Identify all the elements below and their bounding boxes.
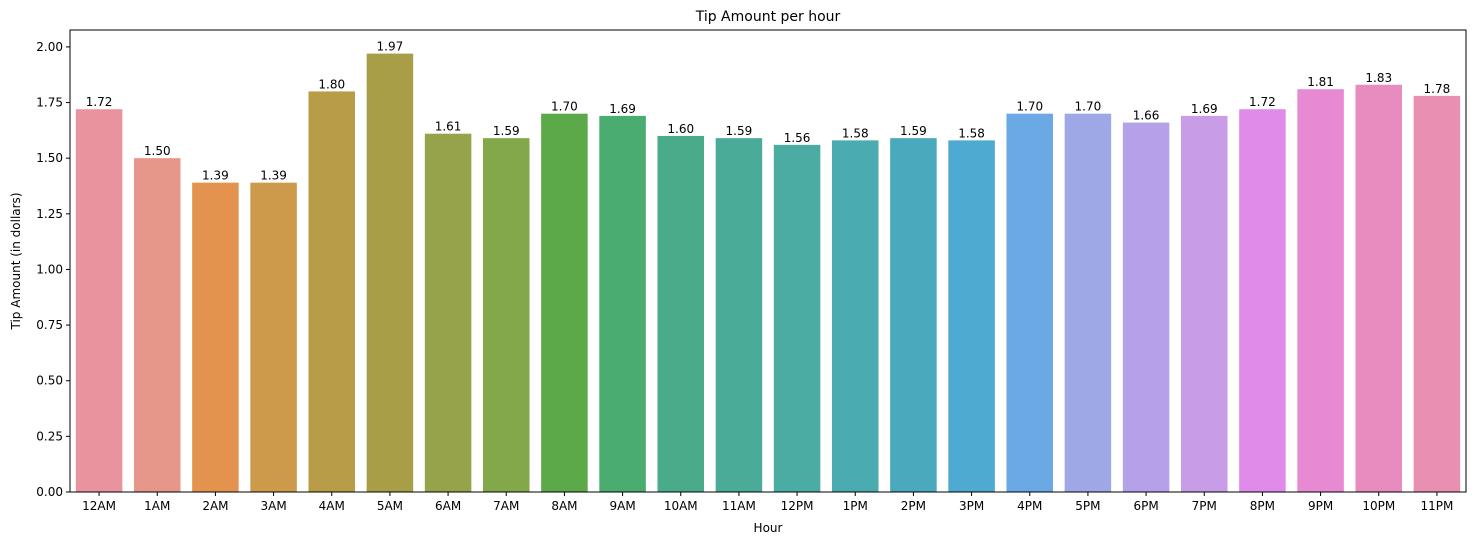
x-tick-label: 5AM bbox=[377, 499, 403, 513]
y-tick-label: 1.50 bbox=[36, 151, 63, 165]
x-tick-label: 1PM bbox=[843, 499, 868, 513]
bar bbox=[366, 53, 414, 493]
x-tick-label: 8AM bbox=[551, 499, 577, 513]
x-tick-label: 7AM bbox=[493, 499, 519, 513]
bar bbox=[948, 140, 995, 492]
bar bbox=[599, 115, 646, 493]
data-label: 1.72 bbox=[86, 95, 113, 109]
x-tick-label: 1AM bbox=[144, 499, 170, 513]
x-axis-label: Hour bbox=[754, 521, 783, 535]
x-tick-label: 8PM bbox=[1250, 499, 1275, 513]
y-tick-label: 1.25 bbox=[36, 207, 63, 221]
data-label: 1.59 bbox=[493, 124, 520, 138]
data-label: 1.59 bbox=[726, 124, 753, 138]
x-tick-label: 9PM bbox=[1308, 499, 1333, 513]
x-tick-label: 11AM bbox=[722, 499, 756, 513]
bar bbox=[657, 135, 705, 492]
y-tick-label: 0.75 bbox=[36, 318, 63, 332]
axes-frame bbox=[69, 29, 1467, 493]
bar bbox=[482, 138, 530, 492]
y-tick-label: 1.00 bbox=[36, 262, 63, 276]
bar bbox=[1122, 122, 1170, 492]
bar bbox=[192, 182, 239, 492]
data-label: 1.58 bbox=[958, 126, 985, 140]
data-label: 1.81 bbox=[1307, 75, 1334, 89]
y-tick-label: 1.75 bbox=[36, 96, 63, 110]
bar bbox=[1006, 113, 1054, 493]
x-tick-label: 3AM bbox=[260, 499, 286, 513]
x-tick-label: 10AM bbox=[664, 499, 698, 513]
data-label: 1.50 bbox=[144, 144, 171, 158]
y-tick-label: 0.25 bbox=[36, 429, 63, 443]
y-axis-label: Tip Amount (in dollars) bbox=[9, 193, 23, 331]
x-tick-label: 4AM bbox=[319, 499, 345, 513]
x-tick-label: 2AM bbox=[202, 499, 228, 513]
data-label: 1.83 bbox=[1365, 71, 1392, 85]
x-tick-label: 12AM bbox=[82, 499, 116, 513]
data-label: 1.78 bbox=[1424, 82, 1451, 96]
bar bbox=[541, 113, 588, 493]
data-label: 1.80 bbox=[318, 77, 345, 91]
data-label: 1.97 bbox=[377, 40, 404, 54]
data-label: 1.39 bbox=[260, 169, 287, 183]
y-tick-label: 0.00 bbox=[36, 485, 63, 499]
x-tick-label: 5PM bbox=[1075, 499, 1100, 513]
bar bbox=[1239, 109, 1286, 492]
x-tick-label: 2PM bbox=[901, 499, 926, 513]
x-tick-label: 7PM bbox=[1192, 499, 1217, 513]
data-label: 1.70 bbox=[1016, 100, 1043, 114]
x-tick-label: 6AM bbox=[435, 499, 461, 513]
data-label: 1.69 bbox=[1191, 102, 1218, 116]
bar bbox=[133, 158, 181, 492]
plot-area: 1.72 1.50 1.39 1.39 1.80 1.97 1.61 1.59 1.70 1.69… bbox=[36, 29, 1467, 513]
data-label: 1.56 bbox=[784, 131, 811, 145]
bar bbox=[1064, 113, 1112, 493]
bar bbox=[75, 109, 123, 492]
bar bbox=[1297, 89, 1344, 492]
bar bbox=[831, 140, 879, 492]
x-tick-label: 4PM bbox=[1017, 499, 1042, 513]
x-tick-label: 11PM bbox=[1420, 499, 1453, 513]
data-label: 1.70 bbox=[551, 100, 578, 114]
bar bbox=[1413, 95, 1461, 493]
x-tick-label: 3PM bbox=[959, 499, 984, 513]
bar bbox=[1355, 84, 1403, 492]
data-label: 1.72 bbox=[1249, 95, 1276, 109]
x-tick-label: 12PM bbox=[781, 499, 814, 513]
data-label: 1.59 bbox=[900, 124, 927, 138]
bar bbox=[250, 182, 297, 492]
bar bbox=[1180, 115, 1228, 493]
data-label: 1.60 bbox=[667, 122, 694, 136]
data-label: 1.70 bbox=[1075, 100, 1102, 114]
data-label: 1.66 bbox=[1133, 109, 1160, 123]
x-tick-label: 9AM bbox=[609, 499, 635, 513]
bar bbox=[890, 138, 937, 492]
bar bbox=[308, 91, 356, 493]
bar bbox=[715, 138, 763, 492]
bar bbox=[424, 133, 472, 492]
x-tick-label: 10PM bbox=[1362, 499, 1395, 513]
chart-title: Tip Amount per hour bbox=[695, 9, 841, 25]
data-label: 1.39 bbox=[202, 169, 229, 183]
data-label: 1.61 bbox=[435, 120, 462, 134]
y-tick-label: 2.00 bbox=[36, 40, 63, 54]
bar bbox=[773, 144, 821, 492]
data-label: 1.58 bbox=[842, 126, 869, 140]
data-label: 1.69 bbox=[609, 102, 636, 116]
x-tick-label: 6PM bbox=[1133, 499, 1158, 513]
y-tick-label: 0.50 bbox=[36, 374, 63, 388]
